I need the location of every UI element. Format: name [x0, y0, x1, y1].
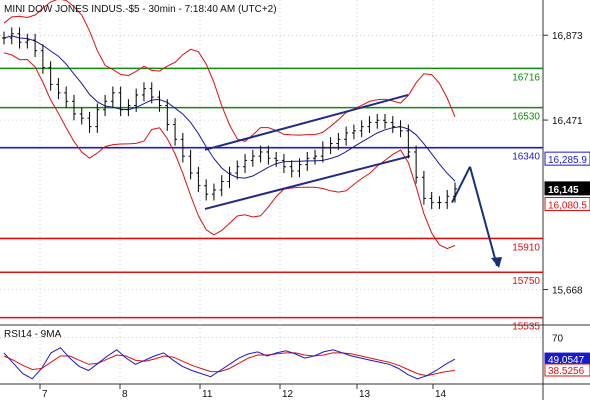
price-label-box	[544, 151, 590, 166]
x-tick-label: 14	[435, 389, 447, 400]
channel-upper-line	[204, 94, 409, 151]
price-label-box	[544, 181, 590, 196]
forecast-arrow-head	[491, 257, 502, 268]
price-label: 16,285.9	[548, 155, 587, 166]
rsi-value-label: 49.0547	[548, 355, 585, 366]
y-tick-label: 16,873	[552, 31, 583, 42]
y-tick-label: 16,471	[552, 116, 583, 127]
channel-lower-line	[204, 155, 411, 210]
rsi-ma-line	[3, 352, 456, 377]
upper-band	[3, 0, 456, 142]
x-tick-label: 11	[202, 389, 213, 400]
rsi-line	[3, 347, 456, 380]
price-label: 16,080.5	[548, 200, 587, 211]
level-label-16716: 16716	[512, 72, 540, 83]
x-tick-label: 12	[282, 389, 294, 400]
forecast-arrow-down	[469, 166, 498, 267]
level-label-16530: 16530	[512, 112, 540, 123]
rsi-tick-label: 70	[552, 333, 564, 344]
rsi-title: RSI14 - 9MA	[4, 329, 62, 340]
level-label-15910: 15910	[512, 242, 540, 253]
chart-title: MINI DOW JONES INDUS.-$5 - 30min - 7:18:…	[4, 4, 277, 15]
level-label-15750: 15750	[512, 276, 540, 287]
x-tick-label: 7	[42, 389, 48, 400]
rsi-value-box	[544, 363, 590, 377]
y-tick-label: 15,668	[552, 286, 583, 297]
price-label-box	[544, 196, 590, 211]
price-label: 16,145	[548, 185, 579, 196]
x-tick-label: 13	[359, 389, 371, 400]
level-label-15535: 15535	[512, 322, 540, 333]
level-label-16340: 16340	[512, 152, 540, 163]
rsi-value-label: 38.5256	[548, 366, 585, 377]
x-tick-label: 8	[122, 389, 128, 400]
